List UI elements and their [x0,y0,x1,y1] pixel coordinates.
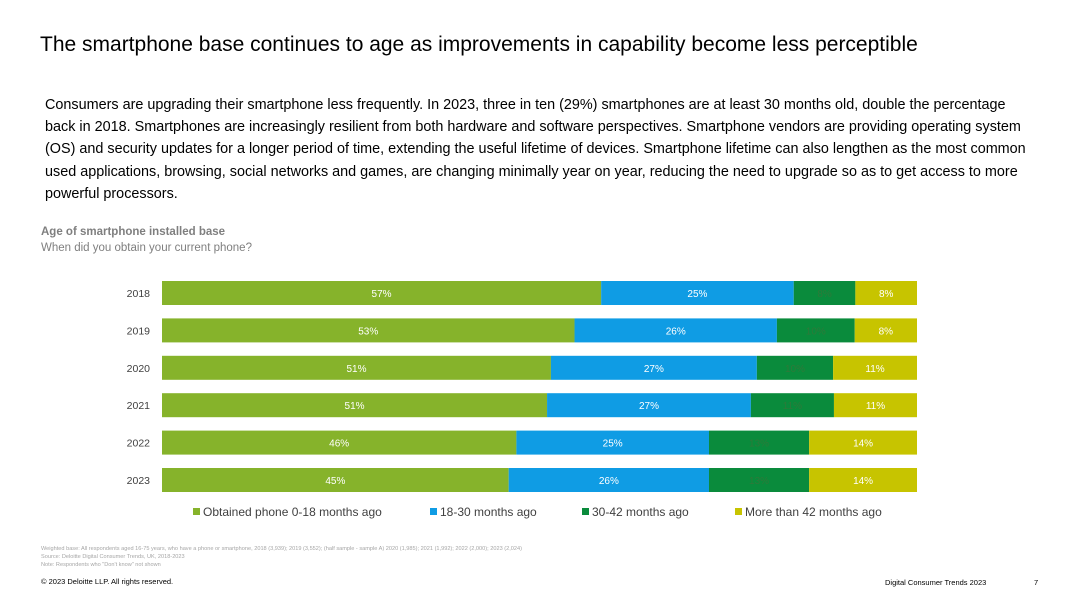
report-name: Digital Consumer Trends 2023 [885,578,987,587]
y-axis-label-2022: 2022 [127,438,151,450]
data-label-2023-series-3: 13% [749,476,769,487]
data-label-2023-series-2: 26% [599,476,619,487]
bar-2018-series-1 [162,281,602,305]
bar-2018-series-4 [855,281,917,305]
y-axis-label-2021: 2021 [127,400,151,412]
bar-2018-series-2 [601,281,794,305]
source-note: Source: Deloitte Digital Consumer Trends… [41,554,185,560]
data-label-2021-series-3: 11% [783,401,802,412]
data-label-2019-series-4: 8% [879,326,894,337]
legend-swatch-3 [582,508,589,515]
bar-2021-series-4 [833,393,917,418]
bar-2021-series-3 [750,393,834,418]
bar-2022-series-2 [516,430,709,455]
bar-2023-series-2 [508,468,709,492]
data-label-2020-series-1: 51% [346,364,366,375]
data-label-2023-series-1: 45% [325,476,345,487]
bar-2022-series-4 [809,430,917,455]
data-label-2021-series-1: 51% [345,401,365,412]
data-label-2022-series-3: 13% [749,439,769,450]
bar-2023-series-4 [809,468,917,492]
data-label-2019-series-1: 53% [358,326,378,337]
bar-2020-series-1 [162,355,551,380]
bar-2019-series-2 [574,318,777,343]
bar-2022-series-3 [708,430,810,455]
legend-label-1: Obtained phone 0-18 months ago [203,505,382,519]
data-label-2018-series-4: 8% [879,289,894,300]
data-label-2019-series-3: 10% [806,326,826,337]
data-label-2022-series-2: 25% [603,439,623,450]
bar-2021-series-2 [547,393,751,418]
data-label-2018-series-2: 25% [687,289,707,300]
chart-footnotes: Weighted base: All respondents aged 16-7… [41,545,522,569]
data-label-2020-series-3: 10% [785,364,805,375]
bar-2020-series-4 [833,355,917,380]
legend-label-4: More than 42 months ago [745,505,882,519]
data-label-2020-series-4: 11% [865,364,884,375]
data-label-2023-series-4: 14% [853,476,873,487]
bar-2019-series-1 [162,318,575,343]
bar-2022-series-1 [162,430,517,455]
y-axis-label-2023: 2023 [127,475,151,487]
legend-swatch-1 [193,508,200,515]
chart-subtitle: When did you obtain your current phone? [41,242,252,254]
bar-2020-series-2 [550,355,757,380]
y-axis-label-2018: 2018 [127,288,151,300]
bar-2018-series-3 [793,281,856,305]
data-label-2018-series-1: 57% [372,289,392,300]
copyright-text: © 2023 Deloitte LLP. All rights reserved… [41,577,174,586]
bar-2019-series-4 [854,318,917,343]
chart-title: Age of smartphone installed base [41,226,226,238]
bar-2023-series-1 [162,468,509,492]
slide-title: The smartphone base continues to age as … [40,33,918,56]
bar-2021-series-1 [162,393,548,418]
legend-swatch-4 [735,508,742,515]
dont-know-note: Note: Respondents who "Don't know" not s… [41,562,161,568]
legend-swatch-2 [430,508,437,515]
data-label-2022-series-1: 46% [329,439,349,450]
y-axis-label-2019: 2019 [127,325,151,337]
data-label-2018-series-3: 8% [817,289,832,300]
bar-2020-series-3 [756,355,834,380]
data-label-2021-series-2: 27% [639,401,659,412]
data-label-2022-series-4: 14% [853,439,873,450]
page-number: 7 [1034,578,1039,587]
data-label-2019-series-2: 26% [666,326,686,337]
slide-body-text: Consumers are upgrading their smartphone… [45,97,1026,202]
y-axis-label-2020: 2020 [127,363,151,375]
legend-label-2: 18-30 months ago [440,505,537,519]
data-label-2020-series-2: 27% [644,364,664,375]
data-label-2021-series-4: 11% [866,401,885,412]
legend-label-3: 30-42 months ago [592,505,689,519]
weighted-base-note: Weighted base: All respondents aged 16-7… [41,546,522,552]
bar-2019-series-3 [776,318,855,343]
bar-2023-series-3 [708,468,810,492]
